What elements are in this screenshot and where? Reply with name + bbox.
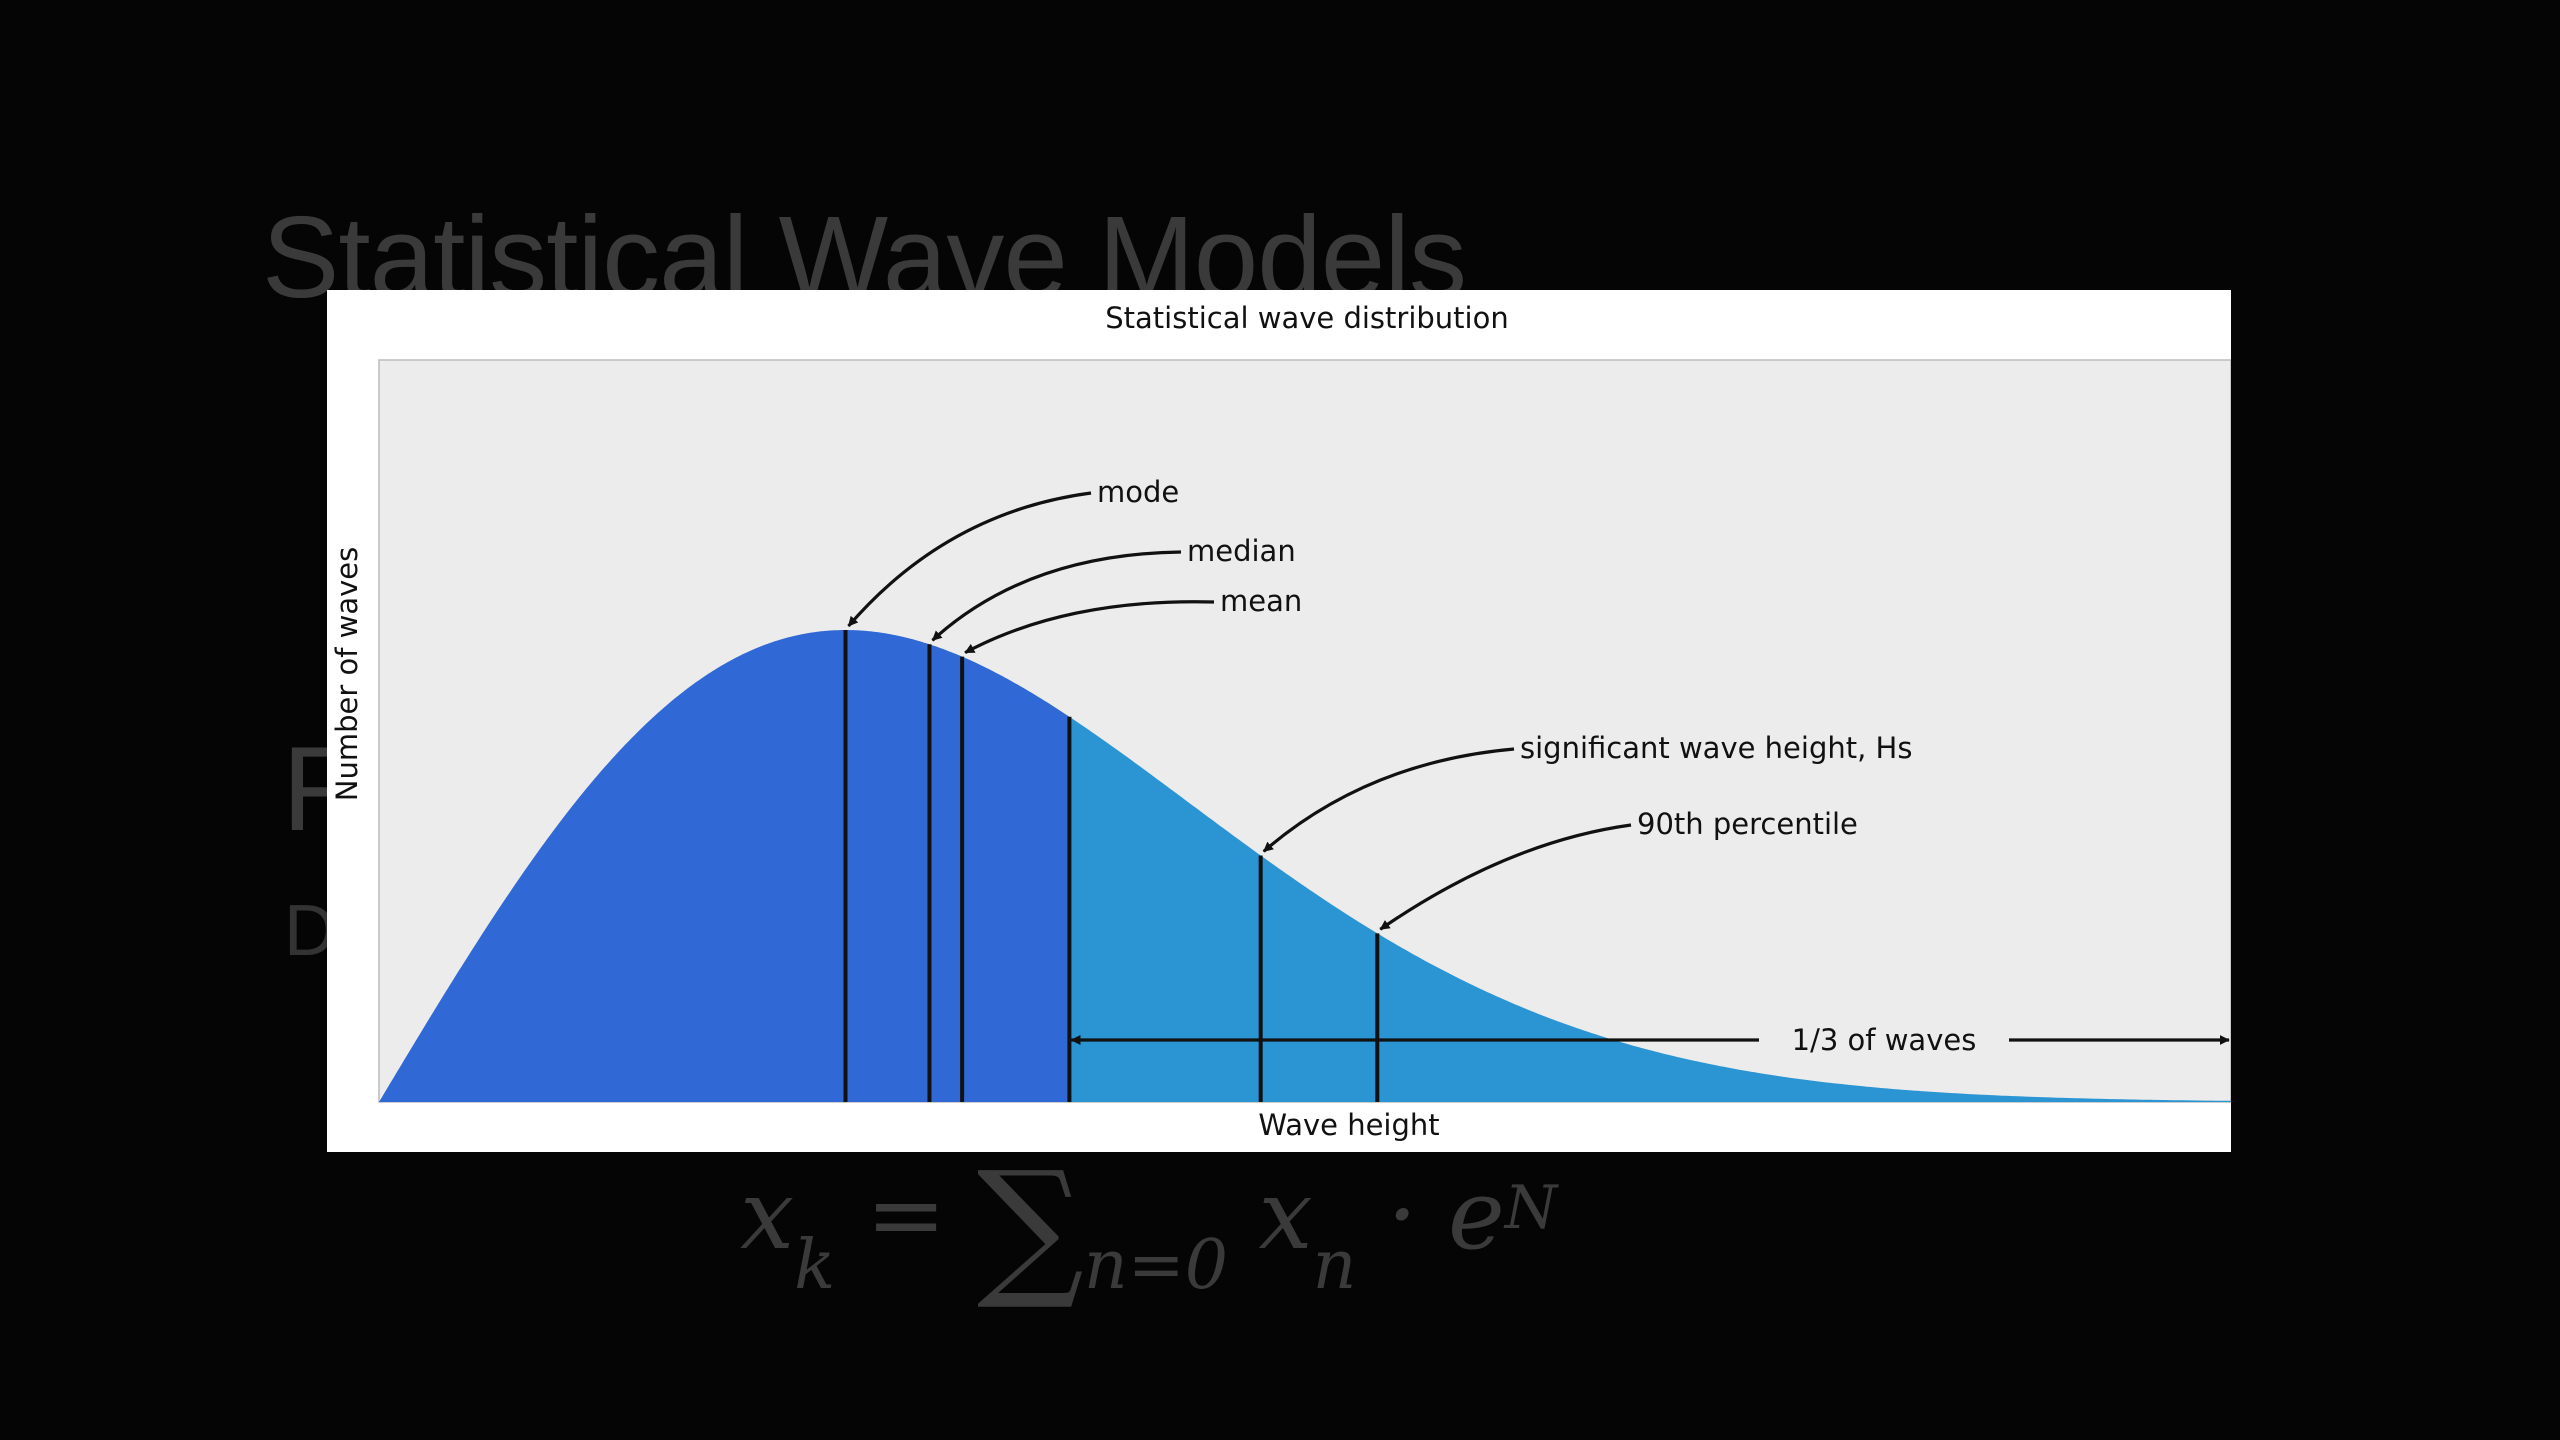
label-90th-percentile: 90th percentile	[1637, 807, 1858, 841]
formula-dot: ·	[1386, 1159, 1418, 1271]
formula-term: x	[1258, 1159, 1313, 1271]
arrow-mean	[964, 600, 1215, 655]
y-axis-label: Number of waves	[330, 547, 364, 802]
span-label: 1/3 of waves	[1792, 1023, 1977, 1057]
arrow-90th-percentile	[1379, 823, 1632, 931]
formula-sum: ∑	[976, 1140, 1084, 1314]
formula-eq: =	[865, 1159, 947, 1271]
arrow-mode	[847, 491, 1092, 628]
label-mean: mean	[1220, 584, 1302, 618]
label-significant-wave-height: significant wave height, Hs	[1520, 731, 1912, 765]
formula-term-sub: n	[1312, 1226, 1357, 1305]
formula-sum-sub: n=0	[1083, 1226, 1228, 1305]
area-lower	[379, 630, 1070, 1102]
formula-lhs: x	[740, 1159, 795, 1271]
arrow-significant-wave-height	[1262, 747, 1515, 853]
formula-exp-sup: N	[1504, 1173, 1558, 1243]
label-median: median	[1187, 534, 1296, 568]
arrow-median	[931, 550, 1182, 642]
formula-lhs-sub: k	[794, 1226, 836, 1305]
formula-exp: e	[1447, 1159, 1505, 1271]
dft-formula: xk = ∑n=0 xn · eN	[740, 1110, 1558, 1314]
area-upper	[1069, 716, 2231, 1102]
x-axis-label: Wave height	[1258, 1108, 1439, 1142]
label-mode: mode	[1097, 475, 1179, 509]
chart-panel: mode median mean significant wave height, H…	[327, 290, 2231, 1152]
chart-title: Statistical wave distribution	[1105, 301, 1508, 335]
